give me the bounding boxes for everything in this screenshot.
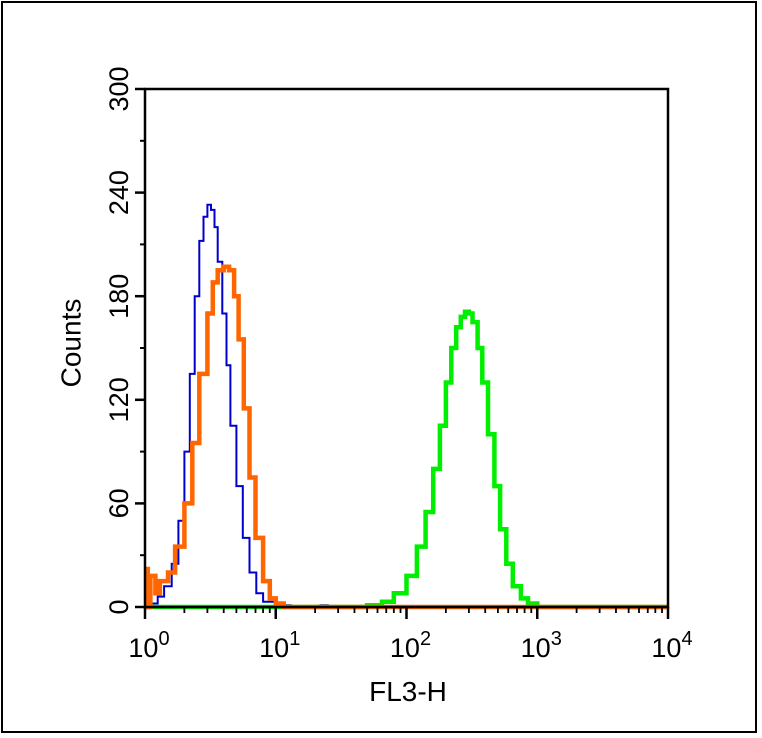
y-axis: 0 60 120 180 240 300 (104, 66, 145, 615)
y-axis-title: Counts (56, 299, 87, 388)
y-tick-label: 240 (104, 170, 134, 215)
y-tick-label: 120 (104, 377, 134, 422)
x-tick-label: 100 (128, 628, 169, 663)
x-tick-label: 103 (521, 628, 562, 663)
series-3-line (145, 309, 668, 610)
y-tick-label: 60 (104, 488, 134, 518)
series-layer (145, 203, 668, 610)
plot-border (143, 87, 670, 609)
y-tick-label: 0 (104, 599, 134, 614)
y-tick-label: 180 (104, 274, 134, 319)
x-tick-label: 101 (259, 628, 300, 663)
series-2-line (145, 264, 668, 610)
x-tick-label: 104 (651, 628, 692, 663)
x-axis: 100 101 102 103 104 (128, 607, 693, 663)
histogram-chart: 0 60 120 180 240 300 100 101 102 103 104 Counts F… (56, 66, 693, 707)
x-tick-label: 102 (390, 628, 431, 663)
y-tick-label: 300 (104, 66, 134, 111)
x-axis-title: FL3-H (369, 676, 447, 707)
